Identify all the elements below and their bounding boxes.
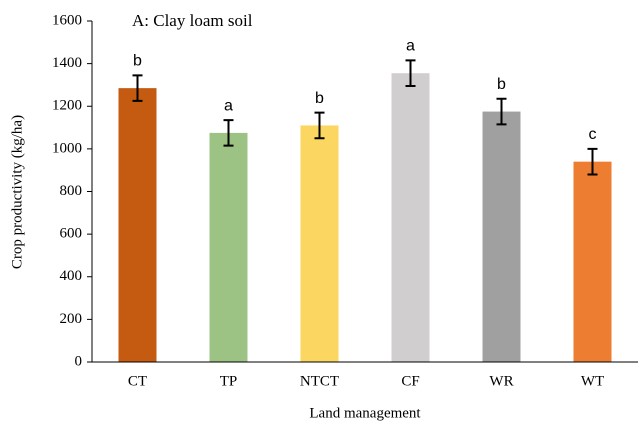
significance-letter: a xyxy=(224,97,233,114)
bar xyxy=(118,88,157,363)
chart-title: A: Clay loam soil xyxy=(132,11,253,30)
y-tick-label: 1600 xyxy=(52,12,82,28)
y-tick-label: 200 xyxy=(60,311,83,327)
error-bar xyxy=(405,59,416,88)
y-tick-label: 400 xyxy=(60,268,83,284)
significance-letter: c xyxy=(589,126,597,143)
y-tick-label: 0 xyxy=(75,353,83,369)
significance-letter: a xyxy=(406,38,415,55)
error-bar xyxy=(496,97,507,126)
y-tick-label: 1000 xyxy=(52,140,82,156)
x-axis-label: Land management xyxy=(309,405,421,421)
x-tick-label: WT xyxy=(581,373,604,389)
significance-letter: b xyxy=(315,90,324,107)
x-tick-label: CF xyxy=(401,373,419,389)
bar xyxy=(482,111,521,362)
bar xyxy=(391,73,430,362)
error-bar xyxy=(587,147,598,176)
error-bar xyxy=(223,119,234,147)
x-tick-label: NTCT xyxy=(300,373,339,389)
significance-letter: b xyxy=(497,76,506,93)
x-tick-label: CT xyxy=(128,373,147,389)
significance-letter: b xyxy=(133,53,142,70)
y-axis-label: Crop productivity (kg/ha) xyxy=(9,115,25,269)
x-tick-label: TP xyxy=(220,373,238,389)
error-bar xyxy=(132,74,143,102)
bar xyxy=(573,161,612,362)
x-tick-label: WR xyxy=(489,373,513,389)
y-tick-label: 600 xyxy=(60,226,83,242)
bar xyxy=(300,125,339,363)
y-tick-label: 1200 xyxy=(52,98,82,114)
bar xyxy=(209,132,248,362)
error-bar xyxy=(314,111,325,140)
y-tick-label: 800 xyxy=(60,183,83,199)
y-tick-label: 1400 xyxy=(52,55,82,71)
